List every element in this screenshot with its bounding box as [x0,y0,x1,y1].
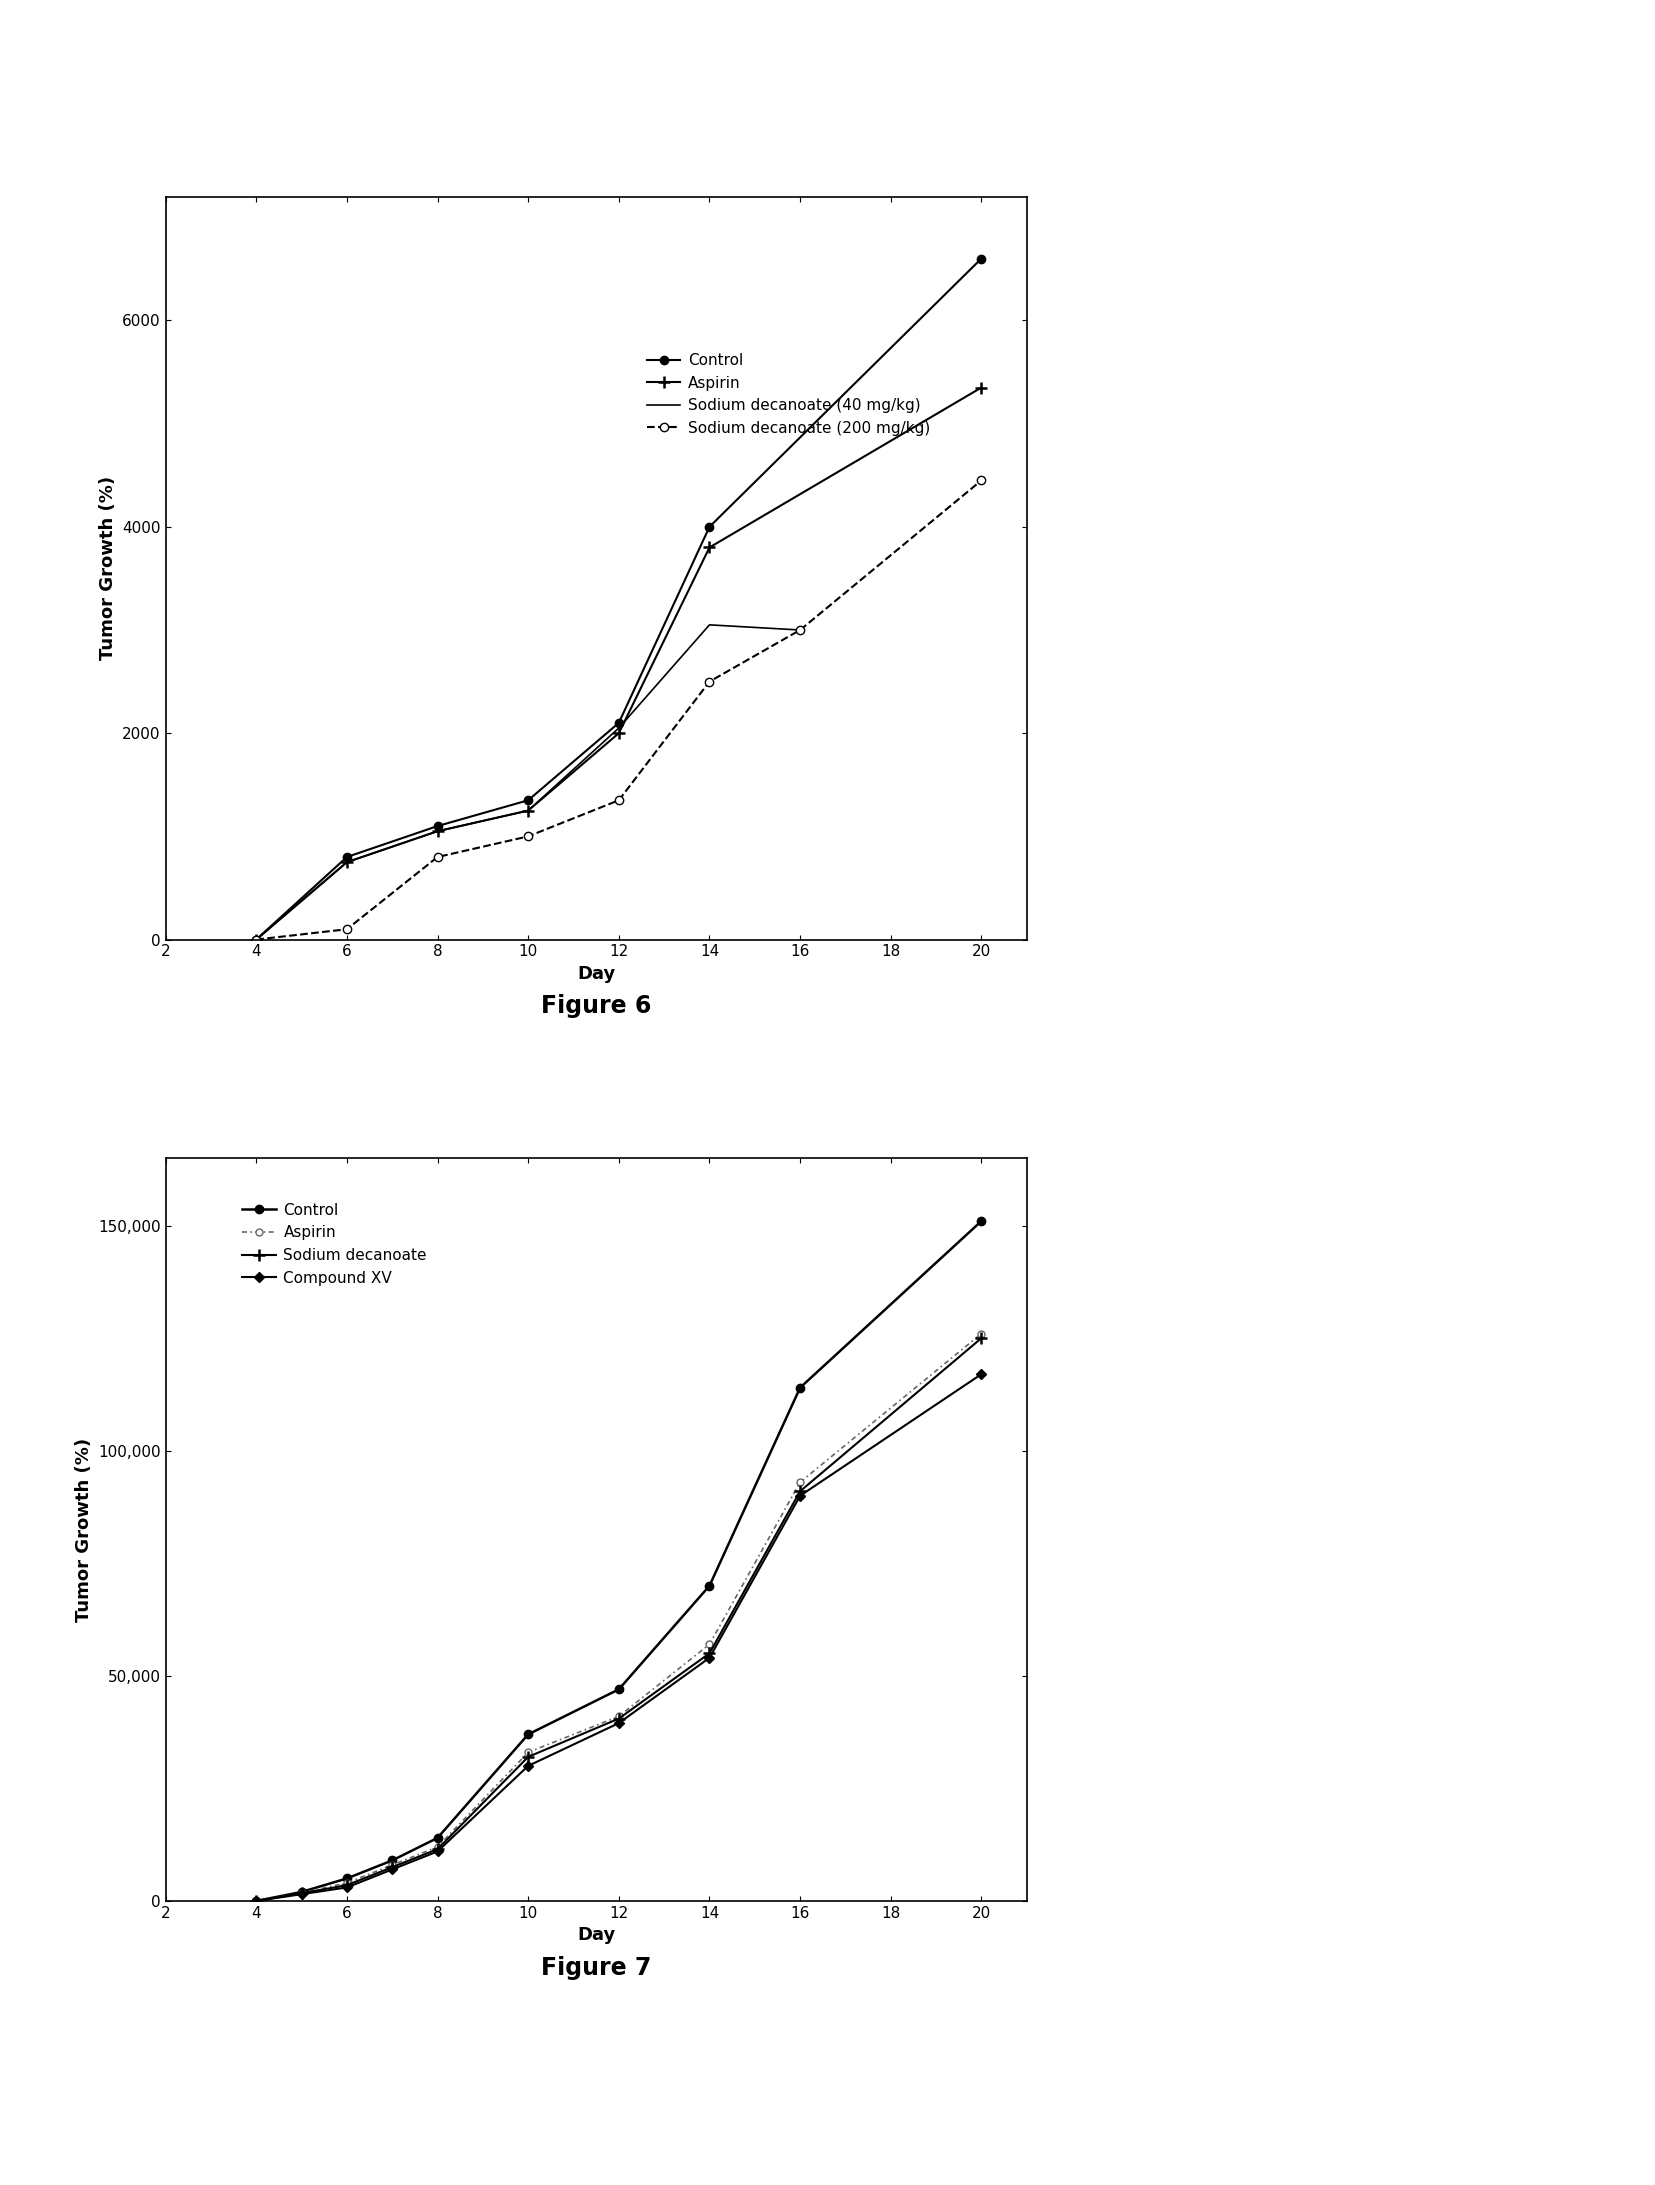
Legend: Control, Aspirin, Sodium decanoate, Compound XV: Control, Aspirin, Sodium decanoate, Comp… [242,1202,427,1285]
Sodium decanoate [789,1477,809,1503]
Aspirin [427,1833,447,1859]
Sodium decanoate (200 mg/kg) [518,824,538,850]
Control [382,1846,402,1873]
X-axis label: Day: Day [576,966,616,983]
Line: Aspirin: Aspirin [253,1331,985,1905]
Aspirin [518,798,538,824]
Sodium decanoate (40 mg/kg) [427,817,447,843]
Control [971,1208,991,1235]
Sodium decanoate (200 mg/kg) [971,468,991,494]
Control [518,1722,538,1748]
Aspirin [336,850,356,876]
Sodium decanoate [247,1888,266,1914]
Line: Sodium decanoate (200 mg/kg): Sodium decanoate (200 mg/kg) [252,476,985,944]
Sodium decanoate (40 mg/kg) [336,850,356,876]
Sodium decanoate (40 mg/kg) [609,714,629,741]
Control [247,926,266,953]
Sodium decanoate [698,1641,718,1667]
Aspirin [291,1879,311,1905]
Sodium decanoate (40 mg/kg) [789,616,809,642]
Sodium decanoate [609,1706,629,1733]
Sodium decanoate [291,1879,311,1905]
Control [247,1888,266,1914]
Sodium decanoate (200 mg/kg) [336,916,356,942]
Aspirin [382,1853,402,1879]
Control [971,245,991,271]
Sodium decanoate (200 mg/kg) [427,843,447,870]
Compound XV [971,1361,991,1387]
Compound XV [247,1888,266,1914]
Aspirin [698,535,718,562]
Sodium decanoate (40 mg/kg) [247,926,266,953]
Control [609,1676,629,1702]
Sodium decanoate [427,1835,447,1862]
Line: Sodium decanoate (40 mg/kg): Sodium decanoate (40 mg/kg) [257,625,799,940]
Sodium decanoate (200 mg/kg) [698,669,718,695]
Aspirin [247,926,266,953]
Sodium decanoate (200 mg/kg) [609,787,629,813]
Aspirin [789,1468,809,1495]
Y-axis label: Tumor Growth (%): Tumor Growth (%) [74,1438,93,1621]
Compound XV [609,1711,629,1737]
X-axis label: Day: Day [576,1927,616,1945]
Control [291,1879,311,1905]
Line: Aspirin: Aspirin [250,382,986,946]
Control [698,513,718,540]
Text: Figure 7: Figure 7 [541,1956,650,1980]
Sodium decanoate (40 mg/kg) [518,798,538,824]
Line: Control: Control [252,1217,985,1905]
Y-axis label: Tumor Growth (%): Tumor Growth (%) [99,476,116,660]
Legend: Control, Aspirin, Sodium decanoate (40 mg/kg), Sodium decanoate (200 mg/kg): Control, Aspirin, Sodium decanoate (40 m… [647,352,930,435]
Line: Compound XV: Compound XV [253,1370,985,1905]
Compound XV [382,1857,402,1883]
Line: Sodium decanoate: Sodium decanoate [250,1333,986,1908]
Sodium decanoate (200 mg/kg) [789,616,809,642]
Text: Figure 6: Figure 6 [541,994,650,1018]
Aspirin [609,1704,629,1731]
Compound XV [291,1881,311,1908]
Control [789,1374,809,1401]
Control [336,1866,356,1892]
Control [518,787,538,813]
Sodium decanoate [382,1855,402,1881]
Compound XV [698,1645,718,1672]
Aspirin [698,1632,718,1658]
Sodium decanoate [518,1744,538,1770]
Aspirin [247,1888,266,1914]
Compound XV [336,1875,356,1901]
Sodium decanoate [971,1324,991,1350]
Aspirin [427,817,447,843]
Aspirin [971,1320,991,1346]
Control [609,710,629,736]
Control [427,813,447,839]
Line: Control: Control [252,253,985,944]
Aspirin [971,374,991,400]
Aspirin [518,1739,538,1765]
Control [336,843,356,870]
Control [698,1573,718,1599]
Compound XV [518,1752,538,1779]
Aspirin [336,1870,356,1897]
Compound XV [427,1838,447,1864]
Aspirin [609,721,629,747]
Control [427,1824,447,1851]
Sodium decanoate (200 mg/kg) [247,926,266,953]
Sodium decanoate [336,1873,356,1899]
Sodium decanoate (40 mg/kg) [698,612,718,638]
Compound XV [789,1484,809,1510]
